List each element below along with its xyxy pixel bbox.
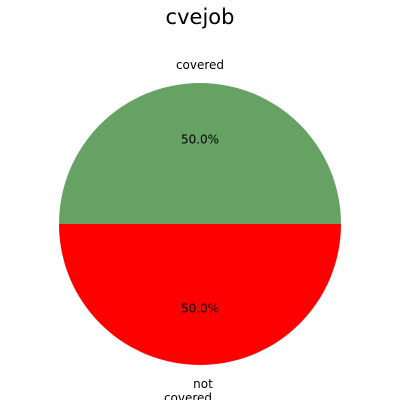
pie-slices: [59, 83, 341, 365]
pie-labels: 50.0% covered 50.0% not covered: [164, 58, 224, 400]
pie-percent-label: 50.0%: [181, 302, 219, 316]
pie-slice-covered: [59, 83, 341, 224]
pie-category-label: covered: [176, 58, 224, 72]
pie-category-label: not covered: [164, 377, 213, 400]
chart-title: cvejob: [166, 5, 235, 29]
pie-slice-not-covered: [59, 224, 341, 365]
pie-percent-label: 50.0%: [181, 132, 219, 146]
